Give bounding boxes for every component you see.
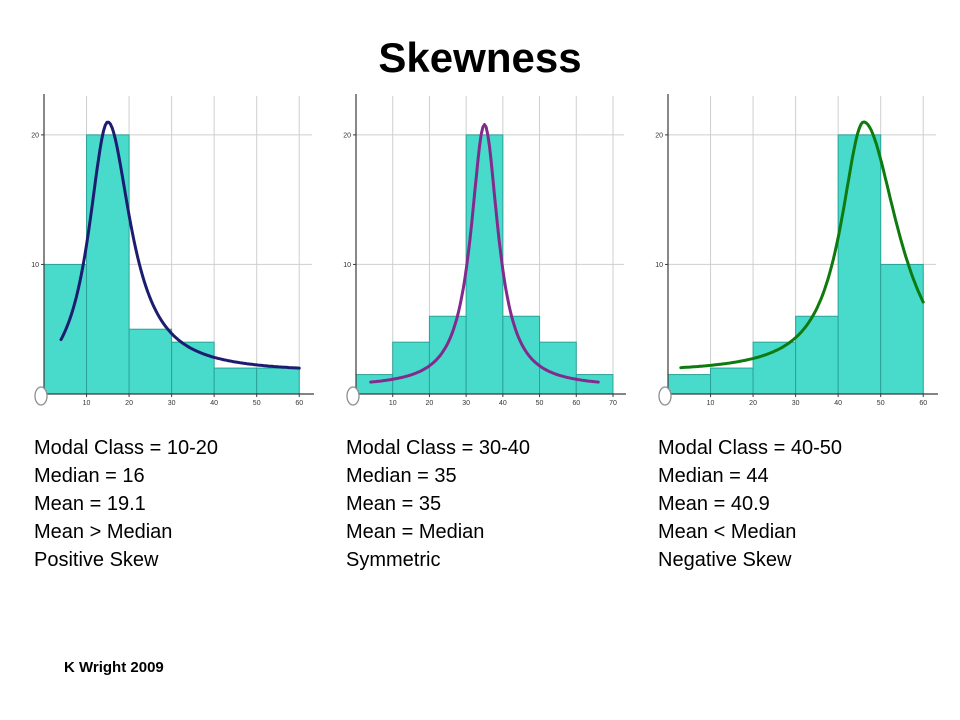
svg-text:70: 70 bbox=[609, 400, 617, 407]
stat-line-skew-type: Positive Skew bbox=[34, 549, 159, 571]
svg-text:50: 50 bbox=[877, 400, 885, 407]
svg-text:10: 10 bbox=[707, 400, 715, 407]
stat-line-comparison: Mean > Median bbox=[34, 521, 173, 543]
svg-text:30: 30 bbox=[792, 400, 800, 407]
svg-text:30: 30 bbox=[168, 400, 176, 407]
svg-text:60: 60 bbox=[295, 400, 303, 407]
svg-text:20: 20 bbox=[31, 132, 39, 139]
stat-line-mean: Mean = 35 bbox=[346, 493, 442, 515]
svg-text:20: 20 bbox=[749, 400, 757, 407]
svg-text:10: 10 bbox=[655, 262, 663, 269]
stat-line-comparison: Mean = Median bbox=[346, 521, 485, 543]
negative-skew-histogram: 10 20 30 40 50 60 10 20 bbox=[655, 94, 938, 407]
stat-line-median: Median = 35 bbox=[346, 465, 457, 487]
svg-text:20: 20 bbox=[125, 400, 133, 407]
svg-text:20: 20 bbox=[343, 132, 351, 139]
svg-text:40: 40 bbox=[834, 400, 842, 407]
svg-text:60: 60 bbox=[572, 400, 580, 407]
stat-line-modal-class: Modal Class = 40-50 bbox=[658, 437, 842, 459]
stat-line-skew-type: Symmetric bbox=[346, 549, 441, 571]
stat-line-mean: Mean = 19.1 bbox=[34, 493, 146, 515]
svg-text:40: 40 bbox=[210, 400, 218, 407]
footer-credit: K Wright 2009 bbox=[64, 659, 164, 676]
svg-text:50: 50 bbox=[536, 400, 544, 407]
stat-line-mean: Mean = 40.9 bbox=[658, 493, 770, 515]
svg-text:10: 10 bbox=[31, 262, 39, 269]
positive-skew-stats: Modal Class = 10-20 Median = 16 Mean = 1… bbox=[18, 434, 318, 574]
stat-line-skew-type: Negative Skew bbox=[658, 549, 792, 571]
svg-text:30: 30 bbox=[462, 400, 470, 407]
svg-text:10: 10 bbox=[343, 262, 351, 269]
stat-line-median: Median = 44 bbox=[658, 465, 769, 487]
slide-title: Skewness bbox=[378, 34, 582, 81]
stat-line-median: Median = 16 bbox=[34, 465, 145, 487]
svg-text:50: 50 bbox=[253, 400, 261, 407]
symmetric-stats: Modal Class = 30-40 Median = 35 Mean = 3… bbox=[330, 434, 630, 574]
positive-skew-histogram: 10 20 30 40 50 60 10 20 bbox=[31, 94, 314, 407]
stat-line-comparison: Mean < Median bbox=[658, 521, 797, 543]
stat-line-modal-class: Modal Class = 10-20 bbox=[34, 437, 218, 459]
svg-text:40: 40 bbox=[499, 400, 507, 407]
negative-skew-stats: Modal Class = 40-50 Median = 44 Mean = 4… bbox=[642, 434, 942, 574]
stat-line-modal-class: Modal Class = 30-40 bbox=[346, 437, 530, 459]
symmetric-histogram: 10 20 30 40 50 60 70 10 20 bbox=[343, 94, 626, 407]
charts-row: 10 20 30 40 50 60 10 20 10 20 30 40 50 60 70 10 20 10 20… bbox=[0, 86, 960, 416]
svg-text:20: 20 bbox=[655, 132, 663, 139]
svg-text:10: 10 bbox=[389, 400, 397, 407]
svg-text:60: 60 bbox=[919, 400, 927, 407]
stats-row: Modal Class = 10-20 Median = 16 Mean = 1… bbox=[0, 434, 960, 574]
svg-text:10: 10 bbox=[83, 400, 91, 407]
svg-text:20: 20 bbox=[426, 400, 434, 407]
